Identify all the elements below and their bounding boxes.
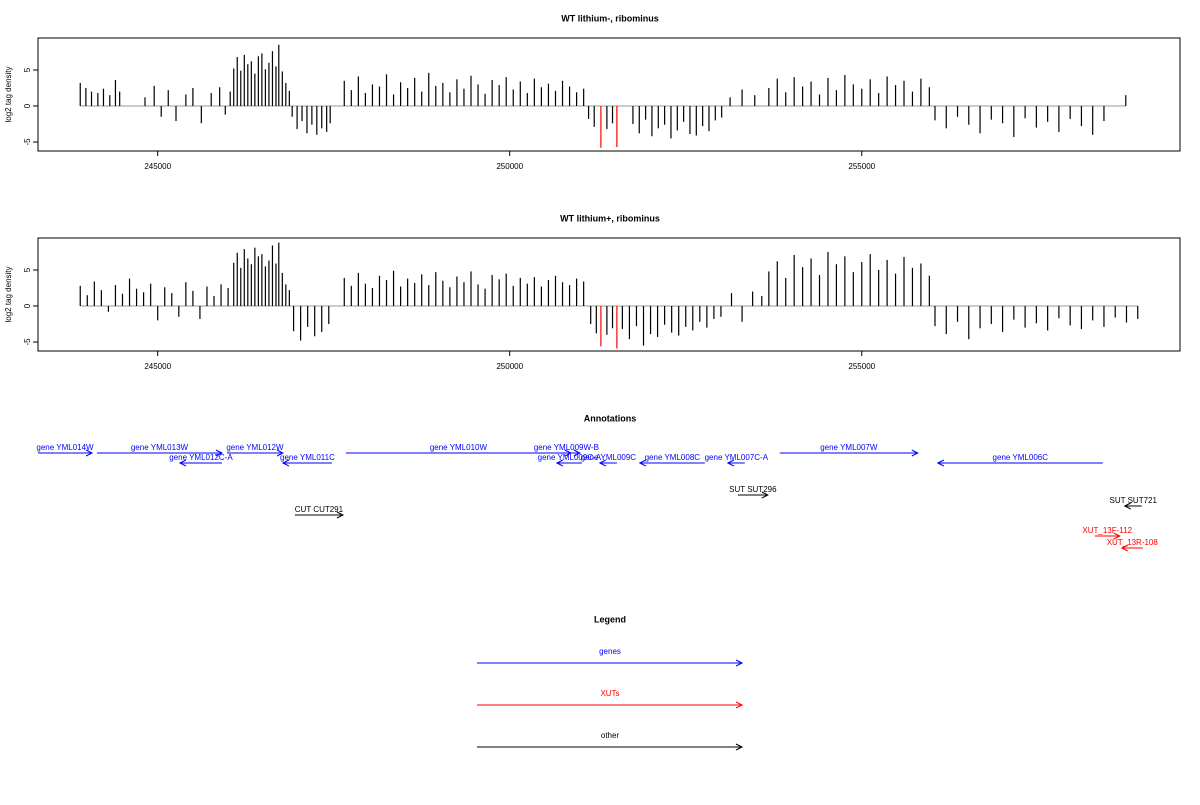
legend-label: other (601, 731, 620, 740)
y-tick-label: 0 (23, 103, 32, 108)
y-tick-label: 0 (23, 303, 32, 308)
feature-arrow-head (1120, 544, 1128, 552)
feature-arrow-head (336, 511, 345, 519)
feature-arrow-head (178, 459, 187, 467)
feature-label: gene YML012C-A (169, 453, 233, 462)
x-tick-label: 255000 (848, 362, 875, 371)
feature-arrow-head (573, 449, 581, 457)
feature-label: gene YML007C-A (705, 453, 769, 462)
feature-label: gene YML011C (280, 453, 335, 462)
feature-label: gene YML008C (645, 453, 701, 462)
feature-label: gene YML009C-A (538, 453, 602, 462)
feature-label: gene YML007W (820, 443, 878, 452)
feature-label: gene YML013W (131, 443, 189, 452)
feature-label: gene YML009W-B (534, 443, 599, 452)
y-tick-label: -5 (23, 338, 32, 346)
x-tick-label: 245000 (144, 162, 171, 171)
feature-arrow-head (638, 459, 647, 467)
feature-arrow-head (215, 449, 224, 457)
feature-arrow-head (1113, 532, 1121, 540)
feature-arrow-head (555, 459, 564, 467)
plot-frame (37, 237, 1181, 352)
plot-frame (37, 37, 1181, 152)
feature-arrow-head (1123, 502, 1131, 510)
feature-label: gene YML012W (226, 443, 284, 452)
feature-label: SUT SUT721 (1110, 496, 1158, 505)
legend-label: genes (599, 647, 621, 656)
chart-title: WT lithium-, ribominus (561, 13, 659, 23)
feature-label: gene YML014W (36, 443, 94, 452)
legend-title: Legend (594, 614, 626, 624)
x-tick-label: 245000 (144, 362, 171, 371)
feature-arrow-head (85, 449, 94, 457)
y-tick-label: 5 (23, 67, 32, 72)
feature-label: CUT CUT291 (295, 505, 344, 514)
feature-arrow-head (281, 459, 290, 467)
feature-label: gene YML009C (581, 453, 637, 462)
feature-arrow-head (911, 449, 919, 457)
legend-arrow-head (735, 743, 744, 751)
feature-label: gene YML006C (993, 453, 1049, 462)
legend-arrow-head (735, 701, 744, 709)
feature-label: XUT_13R-108 (1107, 538, 1159, 547)
feature-arrow-head (276, 449, 285, 457)
feature-arrow-head (761, 491, 769, 499)
legend-label: XUTs (600, 689, 619, 698)
legend-arrow-head (735, 659, 744, 667)
feature-label: gene YML010W (430, 443, 488, 452)
y-tick-label: -5 (23, 138, 32, 146)
y-tick-label: 5 (23, 267, 32, 272)
y-axis-label: log2 tag density (4, 66, 13, 122)
x-tick-label: 250000 (496, 362, 523, 371)
y-axis-label: log2 tag density (4, 266, 13, 322)
feature-label: SUT SUT296 (729, 485, 777, 494)
feature-arrow-head (936, 459, 945, 467)
chart-title: WT lithium+, ribominus (560, 213, 660, 223)
feature-arrow-head (726, 459, 735, 467)
annotations-title: Annotations (584, 413, 637, 423)
feature-arrow-head (598, 459, 607, 467)
x-tick-label: 250000 (496, 162, 523, 171)
feature-label: XUT_13F-112 (1082, 526, 1132, 535)
x-tick-label: 255000 (848, 162, 875, 171)
